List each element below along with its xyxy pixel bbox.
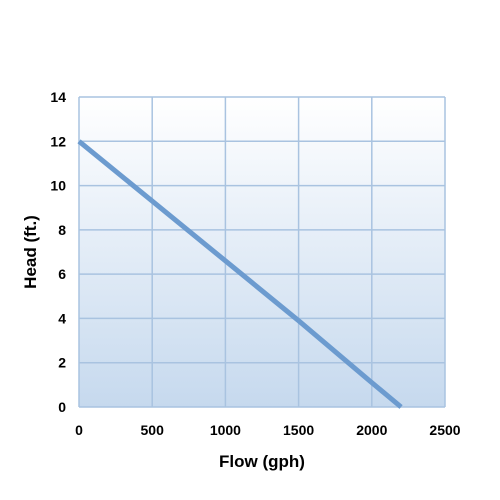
y-axis-title: Head (ft.) — [21, 215, 40, 289]
x-tick-label: 1000 — [210, 422, 241, 438]
plot-area — [79, 97, 445, 407]
x-tick-label: 2500 — [429, 422, 460, 438]
y-tick-label: 8 — [58, 222, 66, 238]
series-line — [77, 139, 403, 409]
x-axis-ticks: 0 500 1000 1500 2000 2500 — [75, 422, 461, 438]
x-axis-title: Flow (gph) — [219, 452, 305, 471]
y-tick-label: 2 — [58, 355, 66, 371]
y-tick-label: 14 — [50, 89, 66, 105]
y-axis-ticks: 0 2 4 6 8 10 12 14 — [50, 89, 66, 415]
x-tick-label: 500 — [141, 422, 165, 438]
y-tick-label: 10 — [50, 178, 66, 194]
series-layer — [77, 139, 403, 409]
y-tick-label: 12 — [50, 133, 66, 149]
x-tick-label: 2000 — [356, 422, 387, 438]
grid — [78, 96, 446, 408]
y-tick-label: 6 — [58, 266, 66, 282]
y-tick-label: 0 — [58, 399, 66, 415]
x-tick-label: 1500 — [283, 422, 314, 438]
y-tick-label: 4 — [58, 310, 66, 326]
x-tick-label: 0 — [75, 422, 83, 438]
